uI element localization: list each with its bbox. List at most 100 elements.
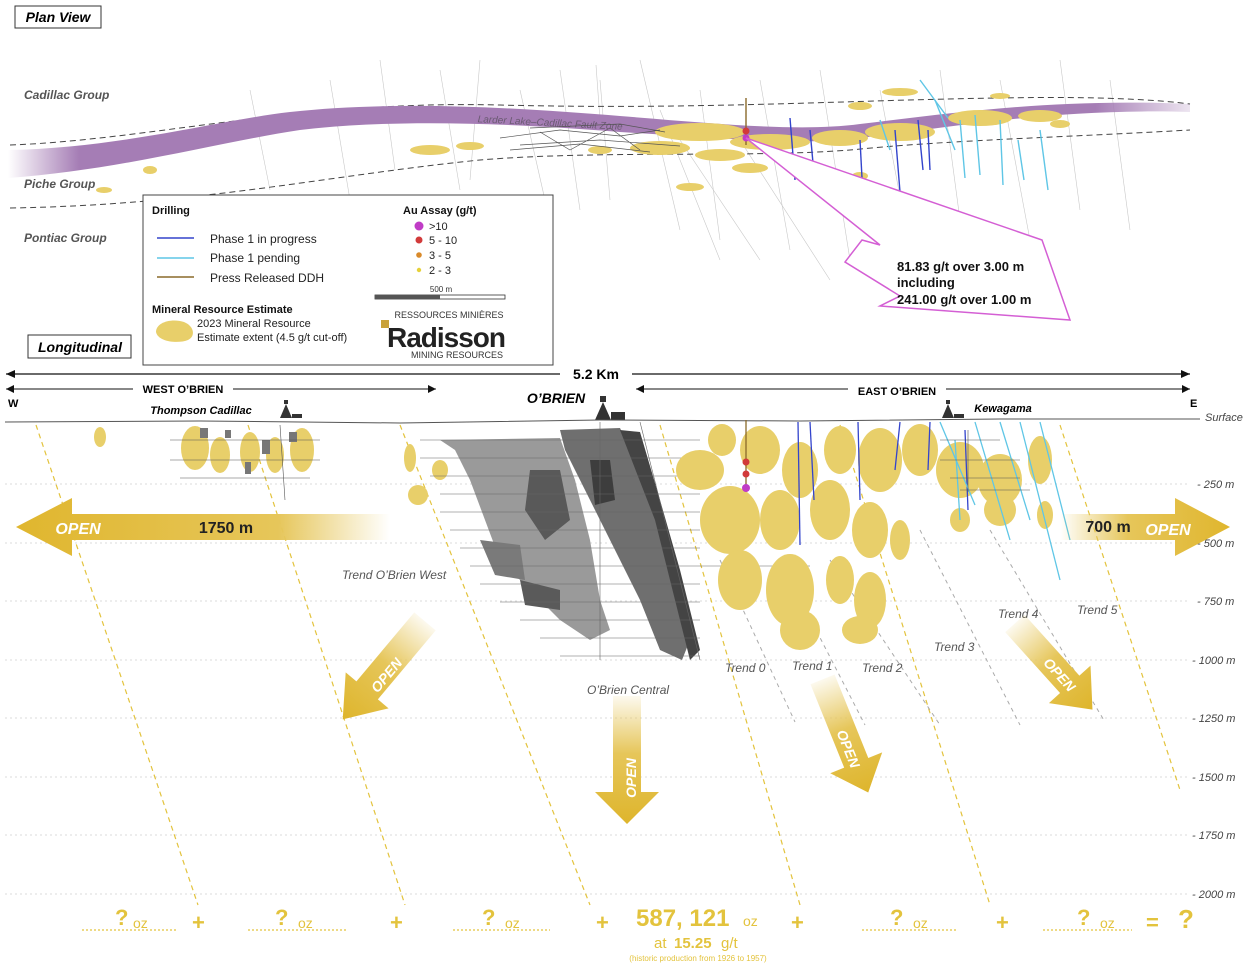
summary-unknown-1: ? [115, 905, 128, 930]
plan-drill-traces [249, 59, 1131, 281]
pontiac-contact [9, 129, 1191, 209]
depth-label-1250: - 1250 m [1192, 713, 1235, 725]
logo-name: Radisson [387, 322, 505, 353]
label-pontiac-group: Pontiac Group [24, 231, 107, 245]
obrien-workings [440, 428, 700, 660]
legend-dot-3-5 [416, 252, 422, 258]
west-open-distance: 1750 m [199, 520, 253, 537]
legend-drilling-title: Drilling [152, 205, 190, 217]
long-assay-dot-2 [742, 470, 750, 478]
label-trend-obrien-west: Trend O’Brien West [342, 568, 447, 582]
west-label-bg [133, 381, 233, 397]
legend-assay-title: Au Assay (g/t) [403, 205, 477, 217]
west-extent-arrow-right [428, 385, 436, 393]
surface-label: Surface [1205, 412, 1243, 424]
obrien-levels [420, 421, 810, 661]
east-extent-arrow-right [1182, 385, 1190, 393]
scale-bar-fill [375, 295, 440, 299]
scale-bar-label: 500 m [430, 285, 453, 294]
summary-row: ? oz + ? oz + ? oz + 587, 121 oz at 15.2… [82, 904, 1194, 963]
summary-total-unknown: ? [1178, 904, 1194, 934]
west-open-label: OPEN [55, 521, 101, 538]
west-direction-label: W [8, 398, 19, 410]
legend-dot-2-3 [416, 267, 422, 273]
long-assay-dot-1 [742, 458, 750, 466]
depth-label-250: - 250 m [1197, 479, 1234, 491]
legend-mre-line-2: Estimate extent (4.5 g/t cut-off) [197, 332, 347, 344]
summary-at: at [654, 935, 667, 952]
label-trend-2: Trend 2 [862, 661, 903, 675]
assay-callout [745, 137, 1072, 321]
legend-label-gt10: >10 [429, 221, 448, 233]
summary-oz-5: oz [1100, 915, 1115, 931]
east-open-label: OPEN [1145, 522, 1191, 539]
west-obrien-label: WEST O’BRIEN [143, 384, 224, 396]
logo-bottom-text: MINING RESOURCES [411, 350, 503, 360]
obrien-central-open-arrow: OPEN [595, 696, 659, 824]
longitudinal-title: Longitudinal [38, 339, 123, 355]
legend-box [142, 194, 554, 366]
obrien-west-open-arrow: OPEN [342, 612, 436, 720]
summary-plus-1: + [192, 910, 205, 935]
west-workings [200, 428, 297, 474]
headframe-icon-kewagama [942, 400, 964, 418]
legend-mre-swatch [156, 320, 193, 342]
plan-drillholes [745, 79, 1049, 193]
label-trend-0: Trend 0 [725, 661, 766, 675]
west-levels [170, 424, 320, 501]
west-open-arrow [16, 498, 390, 556]
plan-view-title-box [14, 5, 102, 29]
east-open-arrow [1060, 498, 1230, 556]
legend-label-5-10: 5 - 10 [429, 235, 457, 247]
legend-label-in-progress: Phase 1 in progress [210, 232, 317, 246]
legend-label-pending: Phase 1 pending [210, 251, 300, 265]
legend-label-2-3: 2 - 3 [429, 265, 451, 277]
summary-production-value: 587, 121 [636, 905, 729, 932]
cadillac-contact [9, 96, 1191, 146]
summary-grade: 15.25 [674, 935, 712, 952]
site-obrien: O’BRIEN [527, 390, 586, 406]
logo-mark [381, 320, 389, 328]
label-cadillac-group: Cadillac Group [24, 88, 109, 102]
summary-equals: = [1146, 910, 1159, 935]
summary-grade-unit: g/t [721, 935, 739, 952]
kewagama-levels [940, 430, 1030, 492]
summary-oz-4: oz [913, 915, 928, 931]
plan-workings [499, 123, 681, 153]
summary-production-oz: oz [743, 913, 758, 929]
depth-label-500: - 500 m [1197, 538, 1234, 550]
callout-line-2: including [897, 275, 955, 290]
summary-oz-2: oz [298, 915, 313, 931]
site-thompson-cadillac: Thompson Cadillac [150, 405, 251, 417]
logo-top-text: RESSOURCES MINIÈRES [394, 310, 503, 320]
length-arrow-left [6, 370, 15, 378]
summary-plus-2: + [390, 910, 403, 935]
depth-label-1500: - 1500 m [1192, 772, 1235, 784]
headframe-icon-obrien [595, 396, 625, 420]
legend-label-press-released: Press Released DDH [210, 271, 324, 285]
east-extent-arrow-left [636, 385, 644, 393]
summary-historic-note: (historic production from 1926 to 1957) [629, 954, 767, 963]
longitudinal-title-box [27, 334, 132, 359]
summary-unknown-2: ? [275, 905, 288, 930]
summary-unknown-5: ? [1077, 905, 1090, 930]
callout-line-3: 241.00 g/t over 1.00 m [897, 292, 1031, 307]
callout-line-1: 81.83 g/t over 3.00 m [897, 259, 1024, 274]
site-kewagama: Kewagama [974, 403, 1031, 415]
trend1-open-arrow: OPEN [810, 674, 883, 793]
east-obrien-label: EAST O’BRIEN [858, 386, 936, 398]
surface-line [4, 418, 1200, 424]
length-label-bg [560, 364, 632, 382]
depth-label-1000: - 1000 m [1192, 655, 1235, 667]
east-resource-blobs [676, 424, 1053, 650]
headframe-icon-thompson [280, 400, 302, 418]
length-label: 5.2 Km [573, 366, 619, 382]
summary-plus-4: + [791, 910, 804, 935]
legend-dot-gt10 [414, 221, 424, 231]
legend-label-3-5: 3 - 5 [429, 250, 451, 262]
plan-view-title: Plan View [26, 9, 92, 25]
east-label-bg [848, 381, 946, 397]
plan-resource-patches [96, 88, 1070, 193]
fault-zone-band [8, 102, 1190, 178]
